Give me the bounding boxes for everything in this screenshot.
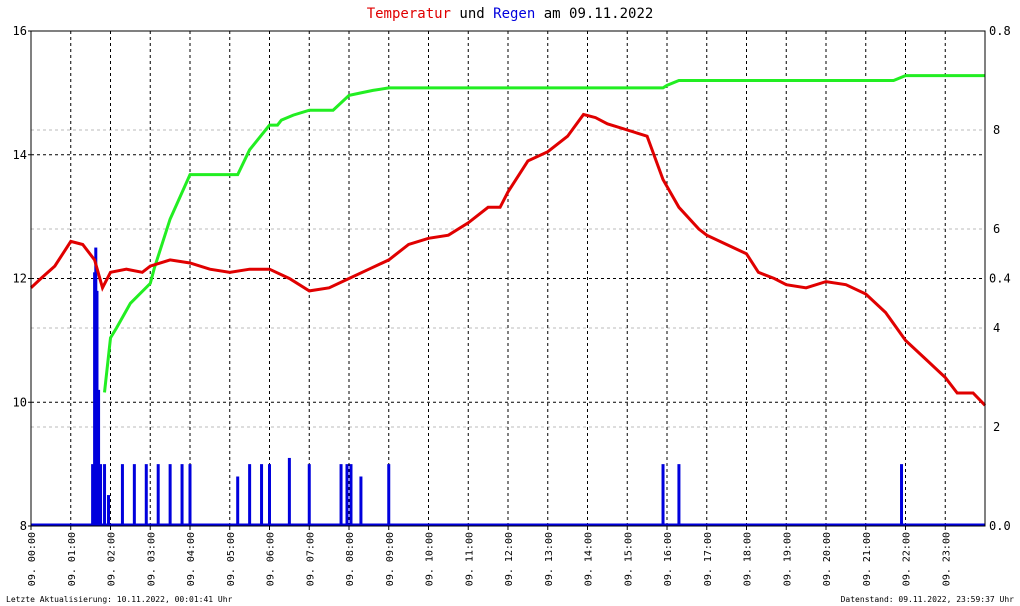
footer-right: Datenstand: 09.11.2022, 23:59:37 Uhr [841, 595, 1015, 604]
rain-bar [359, 476, 363, 526]
left-tick-label: 8 [20, 519, 27, 533]
left-tick-label: 10 [13, 395, 27, 409]
rain-bar [677, 464, 681, 526]
rain-bar [345, 464, 349, 526]
rain-bar [180, 464, 184, 526]
right-outer-tick-label: 0.8 [989, 24, 1011, 38]
x-tick-label: 09. 02:00 [107, 532, 118, 586]
right-outer-tick-label: 0.4 [989, 272, 1011, 286]
footer-left: Letzte Aktualisierung: 10.11.2022, 00:01… [6, 595, 233, 604]
rain-bar [91, 464, 95, 526]
rain-bar [188, 464, 192, 526]
rain-bar [103, 464, 107, 526]
rain-bar [144, 464, 148, 526]
rain-bar [661, 464, 665, 526]
rain-series [31, 247, 985, 527]
rain-bar [132, 464, 136, 526]
rain-bar [260, 464, 264, 526]
rain-bar [248, 464, 252, 526]
title-temperature: Temperatur [367, 6, 451, 22]
x-tick-label: 09. 16:00 [663, 532, 674, 586]
rain-bar [97, 389, 101, 526]
x-tick-label: 09. 14:00 [584, 532, 595, 586]
right-inner-tick-label: 2 [993, 420, 1000, 434]
rain-sum-line [103, 74, 985, 393]
x-tick-label: 09. 19:00 [782, 532, 793, 586]
x-tick-label: 09. 03:00 [146, 532, 157, 586]
rain-bar [95, 290, 99, 526]
x-tick-label: 09. 01:00 [67, 532, 78, 586]
x-tick-label: 09. 23:00 [941, 532, 952, 586]
right-axis-ticks: 0.0 0.4 0.8 2 4 6 8 [989, 24, 1011, 533]
left-tick-label: 16 [13, 24, 27, 38]
x-tick-label: 09. 08:00 [345, 532, 356, 586]
title-date: am 09.11.2022 [535, 6, 653, 22]
temperature-line [29, 112, 987, 407]
right-inner-tick-label: 8 [993, 123, 1000, 137]
rain-bar [168, 464, 172, 526]
rain-bar [99, 464, 103, 526]
x-tick-label: 09. 06:00 [266, 532, 277, 586]
rain-bar [900, 464, 904, 526]
x-tick-label: 09. 15:00 [623, 532, 634, 586]
right-outer-tick-label: 0.0 [989, 519, 1011, 533]
rain-bar [236, 476, 240, 526]
x-tick-label: 09. 05:00 [226, 532, 237, 586]
title-rain: Regen [493, 6, 535, 22]
x-tick-label: 09. 17:00 [703, 532, 714, 586]
x-tick-label: 09. 18:00 [743, 532, 754, 586]
right-inner-tick-label: 4 [993, 321, 1000, 335]
x-tick-label: 09. 07:00 [305, 532, 316, 586]
title-and: und [451, 6, 493, 22]
rain-bar [120, 464, 124, 526]
rain-bar [307, 464, 311, 526]
x-tick-label: 09. 12:00 [504, 532, 515, 586]
rain-bar [268, 464, 271, 526]
rain-bar [349, 464, 353, 526]
x-axis-ticks: 09. 00:00 09. 01:00 09. 02:00 09. 03:00 09. … [27, 526, 952, 586]
right-inner-tick-label: 6 [993, 222, 1000, 236]
rain-bar [107, 495, 111, 526]
left-tick-label: 14 [13, 148, 27, 162]
rain-bar [387, 464, 391, 526]
rain-bar [156, 464, 160, 526]
x-tick-label: 09. 09:00 [385, 532, 396, 586]
x-tick-label: 09. 10:00 [425, 532, 436, 586]
x-tick-label: 09. 11:00 [464, 532, 475, 586]
x-tick-label: 09. 21:00 [862, 532, 873, 586]
x-tick-label: 09. 22:00 [902, 532, 913, 586]
left-tick-label: 12 [13, 272, 27, 286]
x-tick-label: 09. 20:00 [822, 532, 833, 586]
rain-bar [339, 464, 343, 526]
x-tick-label: 09. 13:00 [544, 532, 555, 586]
x-tick-label: 09. 04:00 [186, 532, 197, 586]
x-tick-label: 09. 00:00 [27, 532, 38, 586]
chart-title: Temperatur und Regen am 09.11.2022 [367, 6, 654, 22]
rain-bar [287, 457, 291, 526]
